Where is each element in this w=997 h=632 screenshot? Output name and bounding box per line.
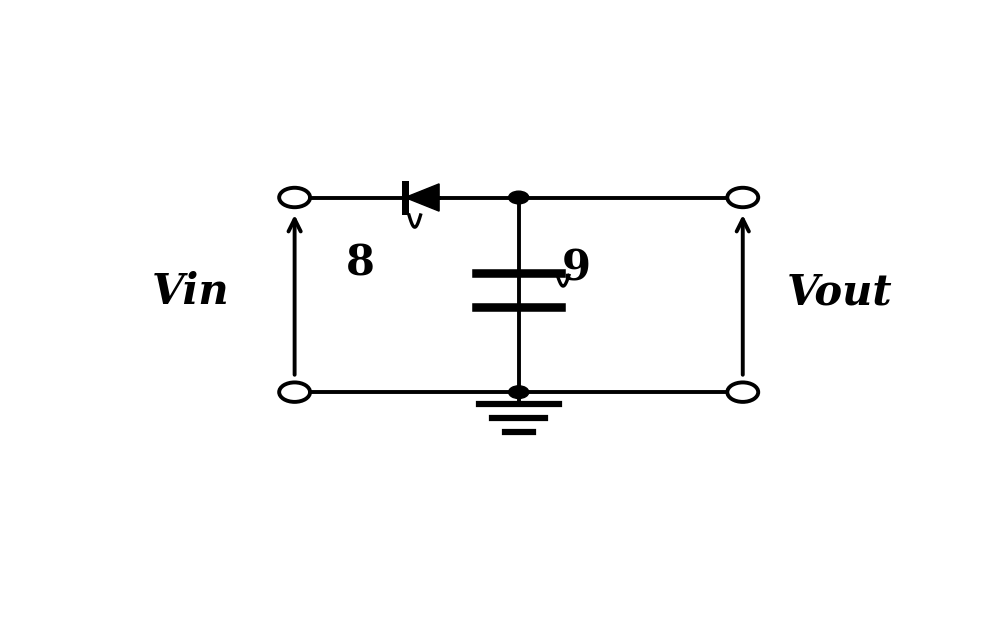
Circle shape: [508, 386, 528, 399]
Circle shape: [508, 191, 528, 204]
Text: 8: 8: [346, 242, 375, 284]
Text: 9: 9: [562, 247, 591, 289]
Text: Vin: Vin: [152, 271, 229, 313]
Text: Vout: Vout: [787, 271, 892, 313]
Polygon shape: [405, 184, 439, 211]
